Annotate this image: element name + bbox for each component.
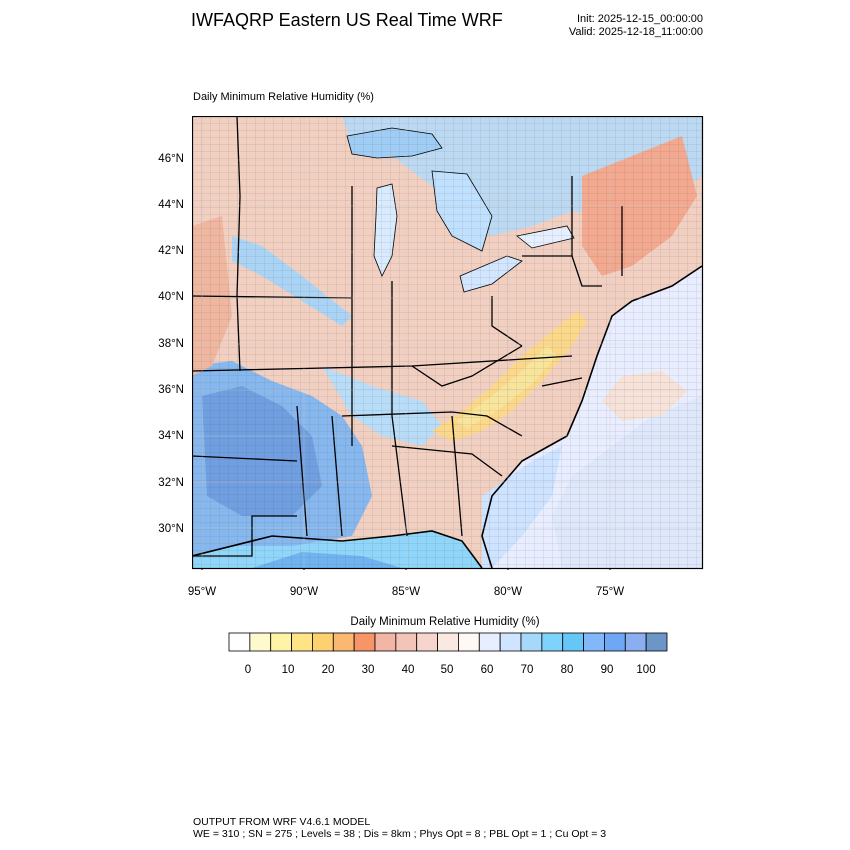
- colorbar-swatch: [562, 632, 584, 652]
- county-lines: [192, 116, 702, 568]
- field-subtitle: Daily Minimum Relative Humidity (%): [193, 91, 374, 103]
- lat-label: 30°N: [158, 523, 184, 535]
- colorbar-swatch: [332, 632, 355, 652]
- colorbar-label: 100: [636, 664, 656, 676]
- colorbar-swatch: [458, 632, 480, 652]
- colorbar-label: 20: [321, 664, 335, 676]
- colorbar-label: 70: [520, 664, 534, 676]
- lat-label: 44°N: [158, 199, 184, 211]
- lat-label: 34°N: [158, 430, 184, 442]
- lat-label: 46°N: [158, 153, 184, 165]
- colorbar-swatch: [291, 632, 313, 652]
- colorbar-swatch: [374, 632, 397, 652]
- colorbar-swatch: [624, 632, 647, 652]
- colorbar-label: 10: [281, 664, 295, 676]
- colorbar-swatch: [353, 632, 376, 652]
- map-frame: [192, 116, 704, 570]
- colorbar-swatch: [478, 632, 501, 652]
- colorbar-label: 0: [244, 664, 252, 676]
- lon-label: 80°W: [493, 586, 523, 598]
- colorbar-label: 80: [560, 664, 574, 676]
- lon-label: 90°W: [289, 586, 319, 598]
- init-valid-times: Init: 2025-12-15_00:00:00 Valid: 2025-12…: [569, 13, 703, 39]
- colorbar-swatch: [249, 632, 272, 652]
- lat-label: 32°N: [158, 477, 184, 489]
- lon-label: 85°W: [391, 586, 421, 598]
- colorbar-swatch: [312, 632, 334, 652]
- model-footer: OUTPUT FROM WRF V4.6.1 MODEL WE = 310 ; …: [193, 816, 606, 840]
- colorbar-label: 50: [440, 664, 454, 676]
- init-time: Init: 2025-12-15_00:00:00: [577, 13, 703, 25]
- colorbar-swatch: [541, 632, 564, 652]
- colorbar-swatch: [499, 632, 522, 652]
- colorbar: [228, 632, 668, 652]
- colorbar-swatch: [416, 632, 438, 652]
- lat-label: 42°N: [158, 245, 184, 257]
- humidity-map: [192, 116, 704, 570]
- colorbar-label: 30: [361, 664, 375, 676]
- valid-time: Valid: 2025-12-18_11:00:00: [568, 26, 703, 38]
- lat-label: 38°N: [158, 338, 184, 350]
- colorbar-swatch: [583, 632, 605, 652]
- colorbar-title: Daily Minimum Relative Humidity (%): [350, 616, 540, 628]
- lon-label: 75°W: [595, 586, 625, 598]
- graticule: [192, 116, 702, 568]
- colorbar-swatch: [645, 632, 668, 652]
- colorbar-label: 60: [480, 664, 494, 676]
- colorbar-swatch: [604, 632, 626, 652]
- lat-label: 40°N: [158, 291, 184, 303]
- lat-label: 36°N: [158, 384, 184, 396]
- colorbar-swatch: [395, 632, 418, 652]
- footer-model-line: OUTPUT FROM WRF V4.6.1 MODEL: [193, 816, 371, 828]
- colorbar-swatch: [228, 632, 251, 652]
- colorbar-swatch: [270, 632, 292, 652]
- plot-title: IWFAQRP Eastern US Real Time WRF: [191, 10, 503, 30]
- lon-label: 95°W: [187, 586, 217, 598]
- colorbar-swatch: [437, 632, 459, 652]
- coastlines: [192, 265, 702, 568]
- colorbar-swatch: [520, 632, 543, 652]
- colorbar-label: 90: [600, 664, 614, 676]
- footer-config-line: WE = 310 ; SN = 275 ; Levels = 38 ; Dis …: [193, 828, 607, 840]
- colorbar-label: 40: [401, 664, 415, 676]
